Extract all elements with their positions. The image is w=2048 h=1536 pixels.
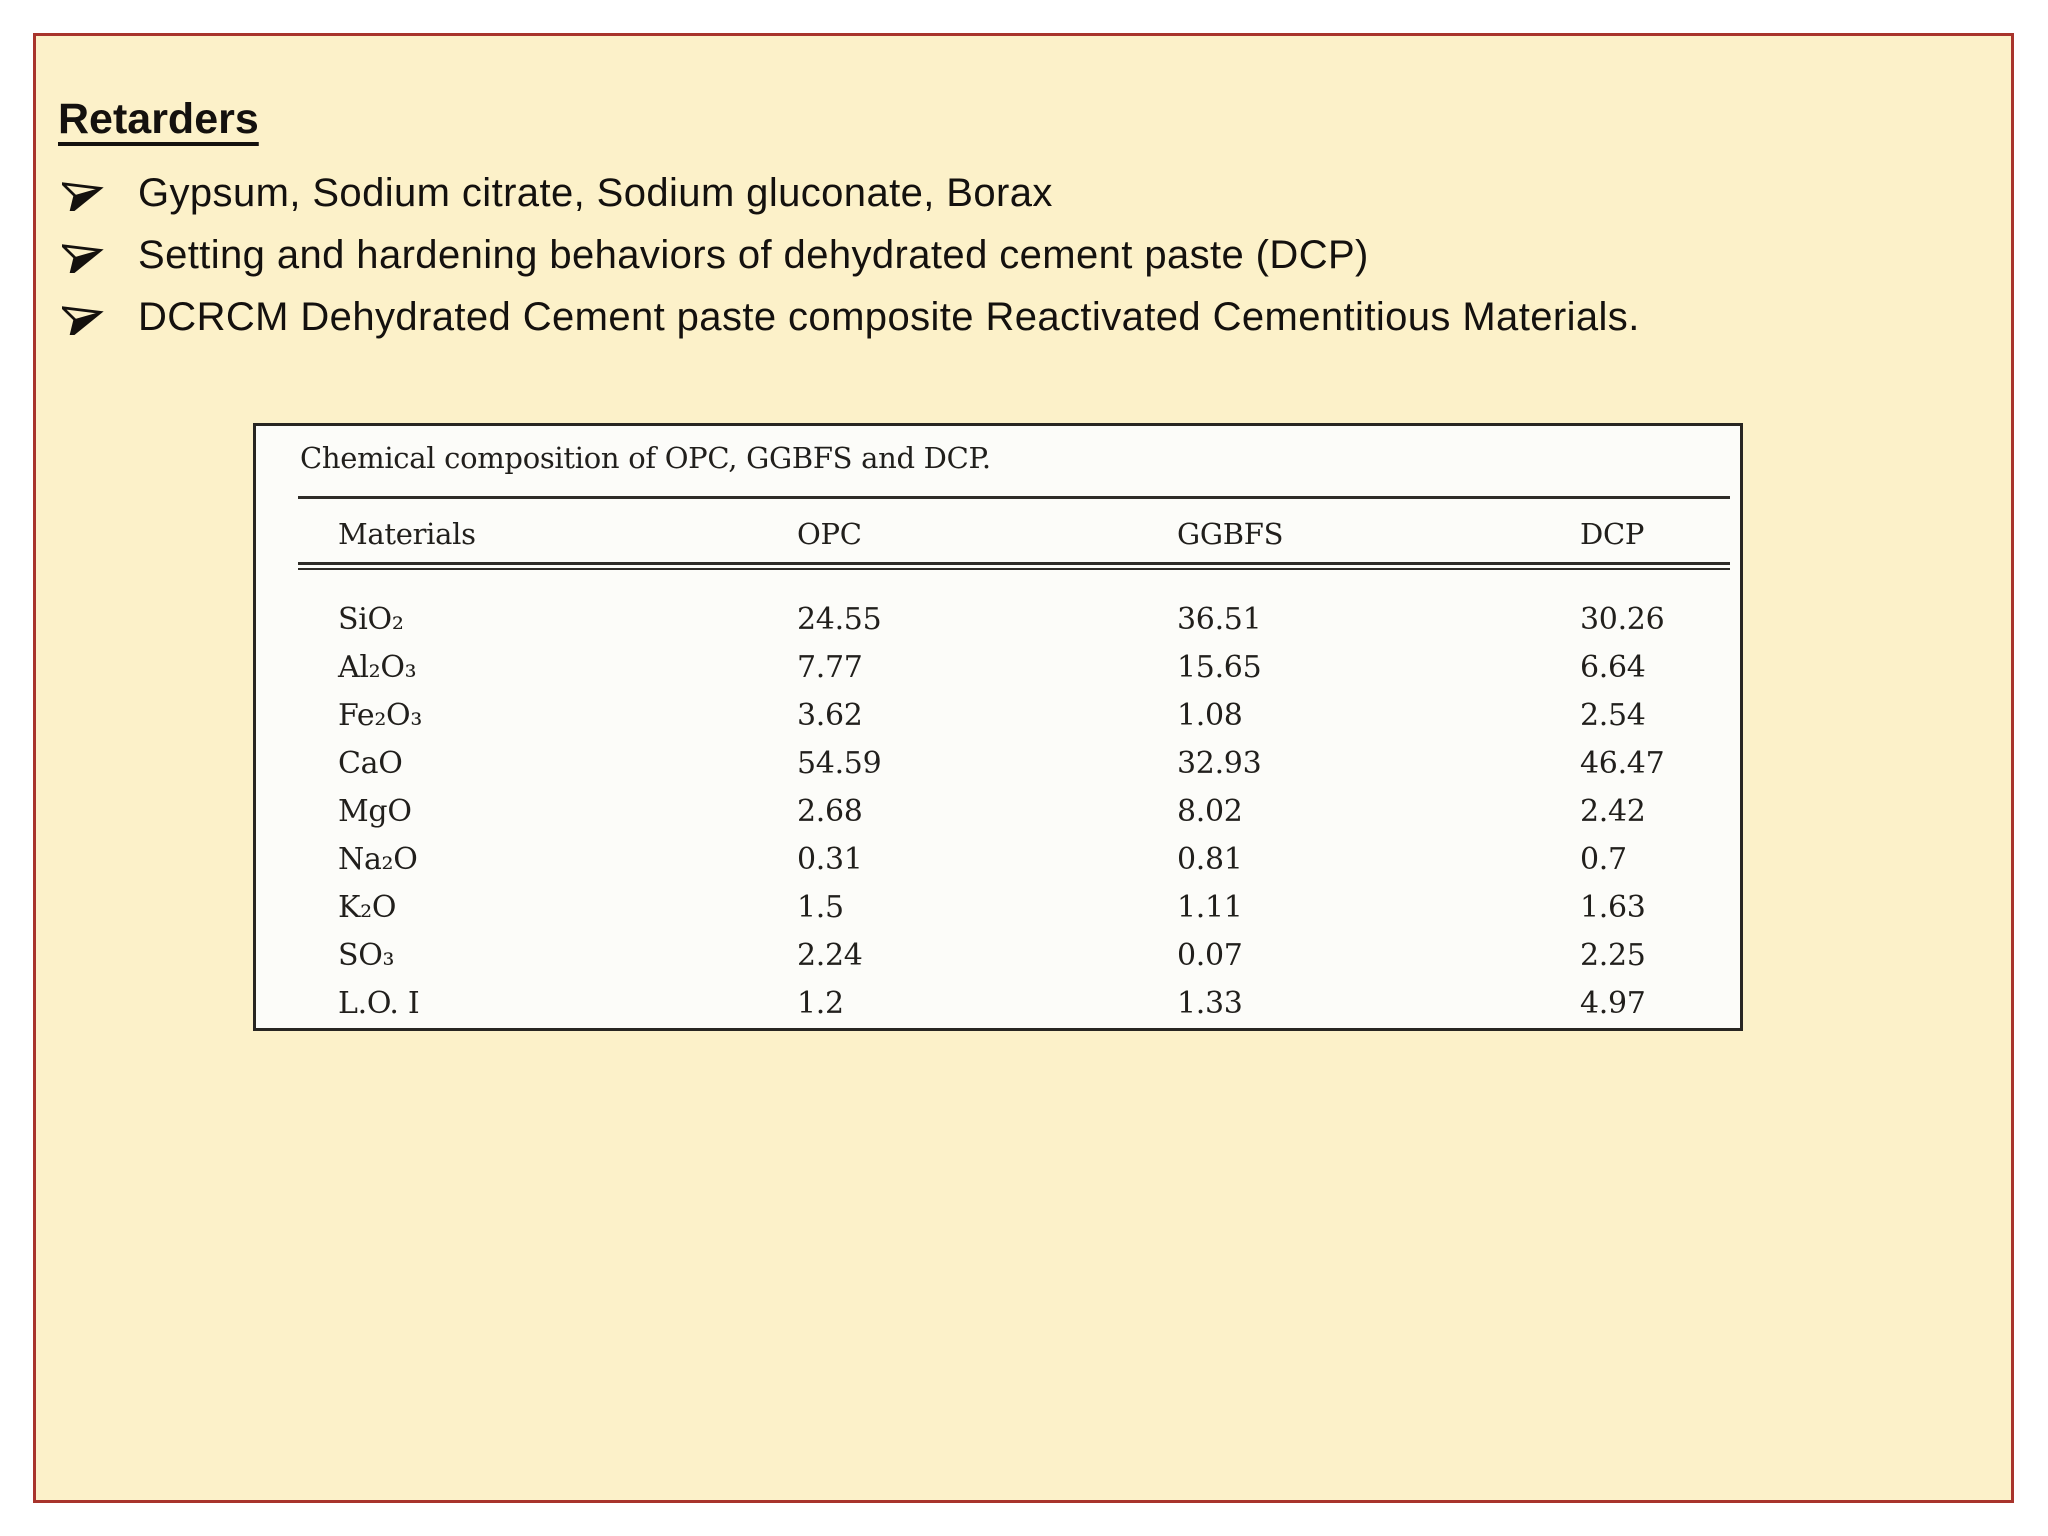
dcp-cell: 30.26 [1580, 602, 1665, 637]
ggbfs-cell: 8.02 [1177, 794, 1243, 829]
dcp-cell: 0.7 [1580, 842, 1627, 877]
table-row: SiO₂ 24.55 36.51 30.26 [256, 596, 1734, 644]
page-title: Retarders [58, 95, 259, 143]
ggbfs-cell: 36.51 [1177, 602, 1262, 637]
arrow-bullet-icon [62, 305, 104, 335]
opc-cell: 2.68 [797, 794, 863, 829]
bullet-item: Setting and hardening behaviors of dehyd… [36, 224, 1991, 286]
bullet-item: DCRCM Dehydrated Cement paste composite … [36, 286, 1991, 348]
table-rule-header [298, 562, 1730, 570]
dcp-cell: 46.47 [1580, 746, 1665, 781]
bullet-item: Gypsum, Sodium citrate, Sodium gluconate… [36, 162, 1991, 224]
material-cell: Al₂O₃ [338, 650, 417, 685]
ggbfs-cell: 15.65 [1177, 650, 1262, 685]
table-rule-top [298, 496, 1730, 499]
table-header-row: Materials OPC GGBFS DCP [256, 510, 1734, 558]
material-cell: MgO [338, 794, 412, 829]
table-row: Fe₂O₃ 3.62 1.08 2.54 [256, 692, 1734, 740]
opc-cell: 0.31 [797, 842, 863, 877]
opc-cell: 54.59 [797, 746, 882, 781]
opc-cell: 1.5 [797, 890, 844, 925]
table-row: CaO 54.59 32.93 46.47 [256, 740, 1734, 788]
opc-cell: 24.55 [797, 602, 882, 637]
bullet-text: DCRCM Dehydrated Cement paste composite … [138, 294, 1640, 339]
composition-table-figure: Chemical composition of OPC, GGBFS and D… [253, 423, 1743, 1031]
table-row: Na₂O 0.31 0.81 0.7 [256, 836, 1734, 884]
material-cell: L.O. I [338, 986, 420, 1021]
material-cell: Fe₂O₃ [338, 698, 423, 733]
ggbfs-cell: 1.33 [1177, 986, 1243, 1021]
opc-cell: 1.2 [797, 986, 844, 1021]
table-body: SiO₂ 24.55 36.51 30.26 Al₂O₃ 7.77 15.65 … [256, 596, 1734, 1028]
slide-canvas: Retarders Gypsum, Sodium citrate, Sodium… [33, 33, 2014, 1503]
table-caption: Chemical composition of OPC, GGBFS and D… [300, 441, 991, 475]
table-row: K₂O 1.5 1.11 1.63 [256, 884, 1734, 932]
material-cell: K₂O [338, 890, 397, 925]
dcp-cell: 2.54 [1580, 698, 1646, 733]
dcp-cell: 1.63 [1580, 890, 1646, 925]
column-header-ggbfs: GGBFS [1177, 517, 1284, 551]
column-header-opc: OPC [797, 517, 862, 551]
opc-cell: 3.62 [797, 698, 863, 733]
dcp-cell: 6.64 [1580, 650, 1646, 685]
ggbfs-cell: 1.08 [1177, 698, 1243, 733]
opc-cell: 2.24 [797, 938, 863, 973]
material-cell: Na₂O [338, 842, 418, 877]
arrow-bullet-icon [62, 243, 104, 273]
column-header-materials: Materials [338, 517, 476, 551]
dcp-cell: 4.97 [1580, 986, 1646, 1021]
table-row: SO₃ 2.24 0.07 2.25 [256, 932, 1734, 980]
ggbfs-cell: 1.11 [1177, 890, 1243, 925]
table-row: MgO 2.68 8.02 2.42 [256, 788, 1734, 836]
column-header-dcp: DCP [1580, 517, 1645, 551]
dcp-cell: 2.25 [1580, 938, 1646, 973]
material-cell: SO₃ [338, 938, 395, 973]
ggbfs-cell: 32.93 [1177, 746, 1262, 781]
bullet-text: Setting and hardening behaviors of dehyd… [138, 232, 1369, 277]
material-cell: SiO₂ [338, 602, 404, 637]
table-row: Al₂O₃ 7.77 15.65 6.64 [256, 644, 1734, 692]
ggbfs-cell: 0.07 [1177, 938, 1243, 973]
opc-cell: 7.77 [797, 650, 863, 685]
table-row: L.O. I 1.2 1.33 4.97 [256, 980, 1734, 1028]
bullet-list: Gypsum, Sodium citrate, Sodium gluconate… [36, 162, 1991, 348]
material-cell: CaO [338, 746, 403, 781]
bullet-text: Gypsum, Sodium citrate, Sodium gluconate… [138, 170, 1053, 215]
ggbfs-cell: 0.81 [1177, 842, 1243, 877]
dcp-cell: 2.42 [1580, 794, 1646, 829]
arrow-bullet-icon [62, 181, 104, 211]
